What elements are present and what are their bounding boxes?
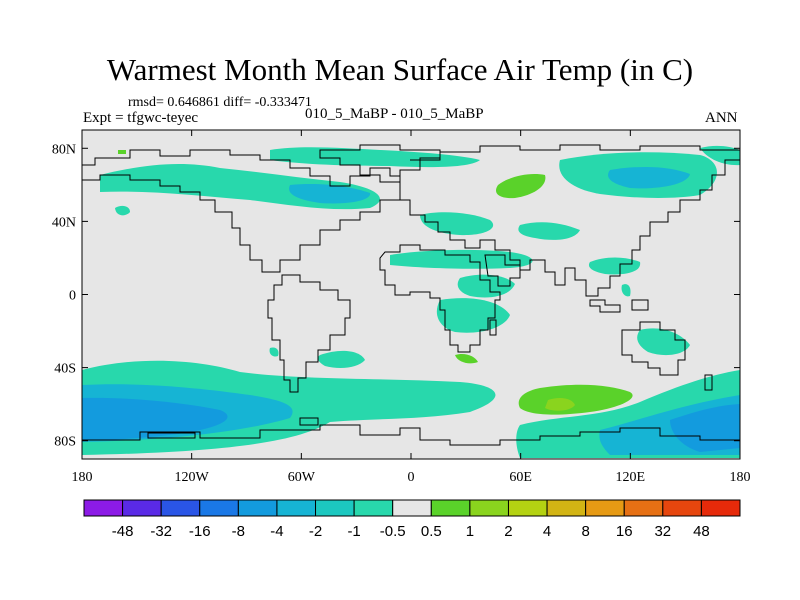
colorbar-swatch [585, 499, 625, 517]
arabia-anomaly [457, 274, 515, 298]
experiment-label: Expt = tfgwc-teyec [83, 110, 199, 126]
colorbar-swatch [237, 499, 278, 517]
pacific-spot [621, 284, 631, 297]
coastline-indonesia [589, 299, 649, 313]
y-tick-label: 40S [54, 362, 76, 377]
colorbar-label: -16 [189, 523, 211, 540]
colorbar-label: -4 [270, 523, 283, 540]
x-axis: 180 120W 60W 0 60E 120E 180 [72, 130, 751, 485]
x-tick-label: 0 [408, 470, 415, 485]
northwest-atlantic-spot [115, 205, 130, 216]
colorbar-swatch [662, 499, 702, 517]
coastline-africa [379, 244, 501, 353]
south-atlantic-anomaly [317, 350, 365, 368]
case-label: 010_5_MaBP - 010_5_MaBP [305, 106, 484, 122]
arctic-warm-speck [118, 150, 126, 154]
y-tick-label: 40N [52, 215, 76, 230]
coastline-antarctic-shelf [147, 432, 196, 439]
coastlines [82, 144, 740, 446]
colorbar-label: -0.5 [380, 523, 406, 540]
coastline-eurasia [400, 144, 740, 297]
colorbar-label: -1 [347, 523, 360, 540]
africa-anomaly [436, 298, 510, 333]
coastline-south-america [267, 274, 351, 393]
x-tick-label: 60W [288, 470, 316, 485]
colorbar: -48 -32 -16 -8 -4 -2 -1 -0.5 0.5 1 2 4 8 16 32 48 [83, 499, 741, 540]
colorbar-swatch [507, 499, 548, 517]
stats-label: rmsd= 0.646861 diff= -0.333471 [128, 95, 312, 110]
colorbar-label: -48 [112, 523, 134, 540]
north-america-anomaly-blue [289, 183, 371, 204]
south-america-spot [269, 347, 279, 357]
y-tick-label: 0 [69, 289, 76, 304]
y-axis: 80N 40N 0 40S 80S [52, 142, 740, 450]
southern-africa-spot [455, 353, 478, 364]
colorbar-label: 1 [466, 523, 474, 540]
colorbar-label: 0.5 [421, 523, 442, 540]
coastline-madagascar [489, 319, 497, 336]
colorbar-swatch [623, 499, 664, 517]
eurasia-warm-patch [495, 174, 546, 199]
coastline-australia [621, 321, 686, 376]
coastline-arabia [484, 254, 521, 287]
colorbar-swatch [83, 499, 124, 517]
x-tick-label: 60E [509, 470, 532, 485]
colorbar-label: 16 [616, 523, 633, 540]
colorbar-swatch [199, 499, 239, 517]
coastline-greenland [319, 144, 441, 183]
colorbar-swatch [430, 499, 471, 517]
colorbar-swatch [469, 499, 509, 517]
colorbar-label: 8 [581, 523, 589, 540]
colorbar-label: 48 [693, 523, 710, 540]
colorbar-swatch [160, 499, 201, 517]
chart-title: Warmest Month Mean Surface Air Temp (in … [106, 52, 694, 87]
colorbar-label: -8 [232, 523, 245, 540]
colorbar-swatch [276, 499, 317, 517]
colorbar-label: 4 [543, 523, 551, 540]
australia-anomaly [637, 328, 690, 356]
colorbar-swatch [353, 499, 394, 517]
x-tick-label: 120E [616, 470, 646, 485]
colorbar-label: -2 [309, 523, 322, 540]
greenland-anomaly [270, 147, 480, 168]
colorbar-label: 2 [504, 523, 512, 540]
southern-ocean-warm-core [545, 397, 575, 411]
coastline-new-zealand [704, 374, 713, 391]
x-tick-label: 120W [175, 470, 210, 485]
coastline-antarctica [82, 424, 740, 446]
siberia-anomaly-blue [608, 166, 690, 189]
colorbar-swatch [700, 499, 741, 517]
y-tick-label: 80N [52, 142, 76, 157]
colorbar-label: -32 [150, 523, 172, 540]
coastline-north-america [82, 149, 401, 273]
colorbar-label: 32 [654, 523, 671, 540]
season-label: ANN [705, 110, 738, 126]
colorbar-swatch [392, 499, 432, 517]
mediterranean-anomaly [390, 249, 533, 269]
x-tick-label: 180 [730, 470, 751, 485]
colorbar-swatch [122, 499, 162, 517]
colorbar-swatch [315, 499, 355, 517]
asia-anomaly [518, 222, 580, 240]
east-asia-anomaly [588, 257, 641, 275]
coastline-antarctic-peninsula [299, 417, 319, 426]
colorbar-swatch [546, 499, 587, 517]
southern-ocean-anomaly-west-deep [82, 397, 228, 440]
y-tick-label: 80S [54, 435, 76, 450]
x-tick-label: 180 [72, 470, 93, 485]
